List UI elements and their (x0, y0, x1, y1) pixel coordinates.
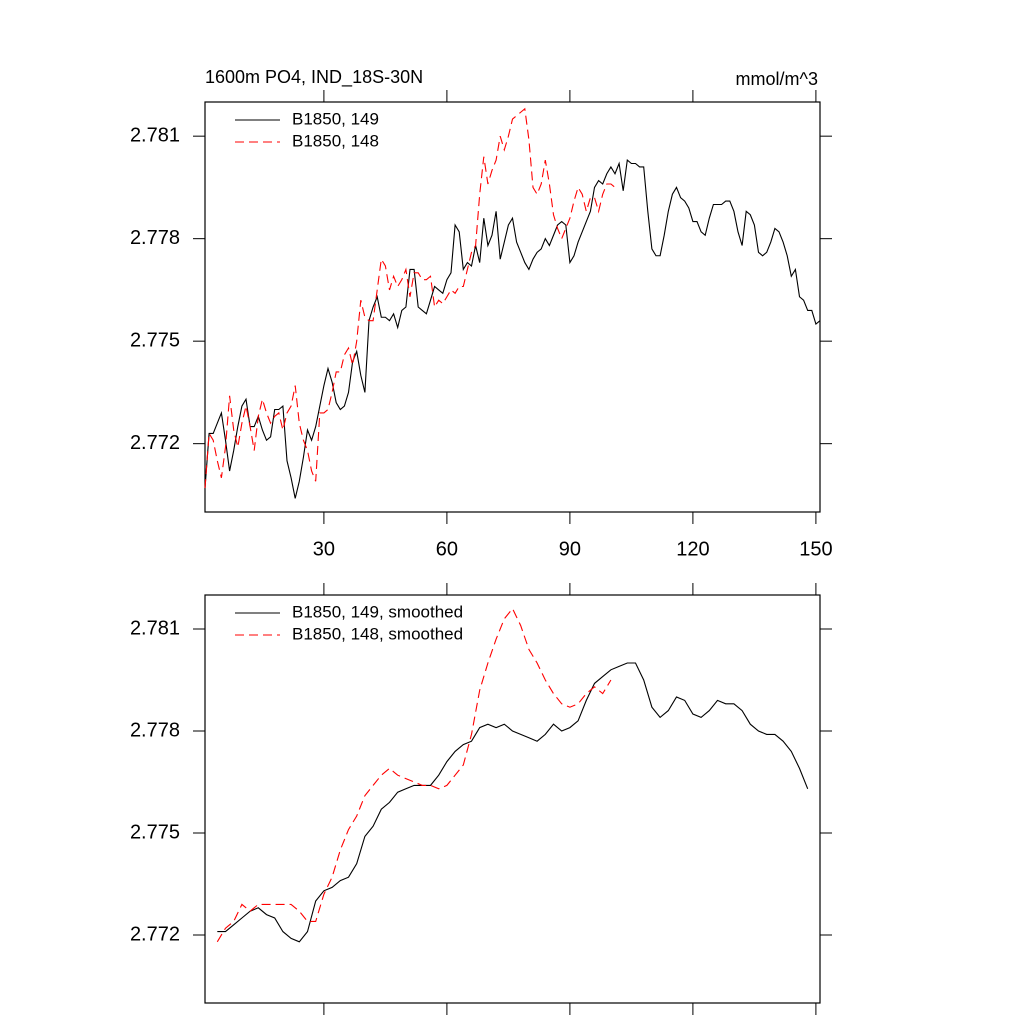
x-tick-label: 120 (676, 538, 709, 560)
data-line (204, 159, 821, 499)
y-tick-label: 2.775 (130, 329, 180, 351)
y-tick-label: 2.778 (130, 227, 180, 249)
legend-label: B1850, 148 (292, 131, 379, 150)
plot-frame (204, 101, 821, 513)
x-tick-label: 150 (799, 538, 832, 560)
chart-title: 1600m PO4, IND_18S-30N (205, 67, 423, 88)
data-line (216, 607, 612, 943)
y-tick-label: 2.772 (130, 923, 180, 945)
legend-label: B1850, 149, smoothed (292, 602, 463, 621)
data-line (217, 662, 809, 943)
legend-label: B1850, 149 (292, 109, 379, 128)
y-tick-label: 2.772 (130, 432, 180, 454)
units-label: mmol/m^3 (736, 69, 818, 89)
plot-frame (204, 594, 821, 1004)
y-tick-label: 2.778 (130, 719, 180, 741)
x-tick-label: 60 (436, 538, 458, 560)
y-tick-label: 2.781 (130, 617, 180, 639)
y-tick-label: 2.775 (130, 821, 180, 843)
x-tick-label: 30 (313, 538, 335, 560)
legend-label: B1850, 148, smoothed (292, 624, 463, 643)
data-line (204, 107, 616, 489)
x-tick-label: 90 (559, 538, 581, 560)
y-tick-label: 2.781 (130, 124, 180, 146)
